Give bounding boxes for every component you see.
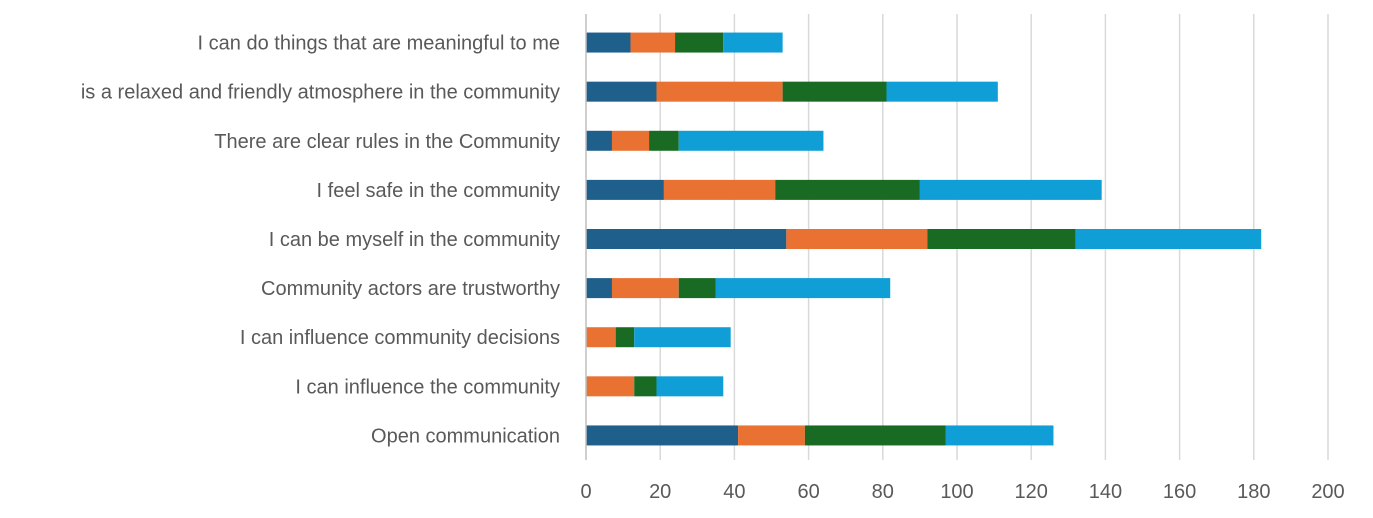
category-label: Community actors are trustworthy [261,278,560,300]
bar-segment-series-2 [738,425,805,446]
x-tick-label: 160 [1163,481,1196,503]
bar-segment-series-3 [675,32,724,53]
x-tick-label: 80 [872,481,894,503]
bar-segment-series-3 [634,376,657,397]
bar-segment-series-2 [611,278,679,299]
bar-segment-series-1 [586,179,664,200]
bar-segment-series-3 [775,179,920,200]
x-tick-label: 120 [1015,481,1048,503]
category-labels: I can do things that are meaningful to m… [81,33,560,448]
bar-segment-series-4 [634,327,731,348]
bar-segment-series-4 [945,425,1054,446]
bar-segment-series-3 [678,278,716,299]
x-tick-label: 40 [723,481,745,503]
bar-segment-series-2 [586,376,635,397]
bar-segment-series-3 [782,81,887,102]
bar-segment-series-2 [611,130,650,151]
bar-segment-series-3 [804,425,946,446]
bar-segment-series-1 [586,229,787,249]
bar-segment-series-4 [1075,229,1262,249]
bar-segment-series-2 [663,179,776,200]
category-label: I can do things that are meaningful to m… [198,33,560,55]
bar-segment-series-1 [586,81,657,102]
x-tick-label: 100 [940,481,973,503]
bar-segment-series-2 [586,327,616,348]
bar-segment-series-4 [886,81,998,102]
bar-segment-series-3 [615,327,635,348]
bar-segment-series-4 [656,376,724,397]
x-tick-label: 200 [1311,481,1344,503]
bars [586,32,1262,446]
category-label: is a relaxed and friendly atmosphere in … [81,82,560,104]
bar-segment-series-4 [723,32,783,53]
bar-segment-series-2 [656,81,783,102]
category-label: I can influence the community [295,376,560,398]
bar-segment-series-1 [586,278,612,299]
bar-segment-series-3 [927,229,1076,249]
category-label: I feel safe in the community [317,180,560,202]
x-tick-label: 180 [1237,481,1270,503]
x-tick-label: 60 [797,481,819,503]
category-label: Open communication [371,425,560,447]
bar-segment-series-3 [649,130,679,151]
bar-segment-series-1 [586,425,739,446]
category-label: There are clear rules in the Community [214,131,560,153]
x-tick-labels: 0 20 40 60 80 100 120 140 160 180 200 [580,481,1344,503]
x-tick-label: 140 [1089,481,1122,503]
bar-segment-series-1 [586,32,631,53]
x-tick-label: 0 [580,481,591,503]
bar-segment-series-2 [630,32,676,53]
bar-segment-series-1 [586,130,612,151]
bar-segment-series-4 [919,179,1102,200]
x-tick-label: 20 [649,481,671,503]
category-label: I can be myself in the community [269,229,560,251]
bar-segment-series-4 [678,130,824,151]
bar-segment-series-4 [715,278,891,299]
bar-segment-series-2 [786,229,928,249]
category-label: I can influence community decisions [240,327,560,349]
